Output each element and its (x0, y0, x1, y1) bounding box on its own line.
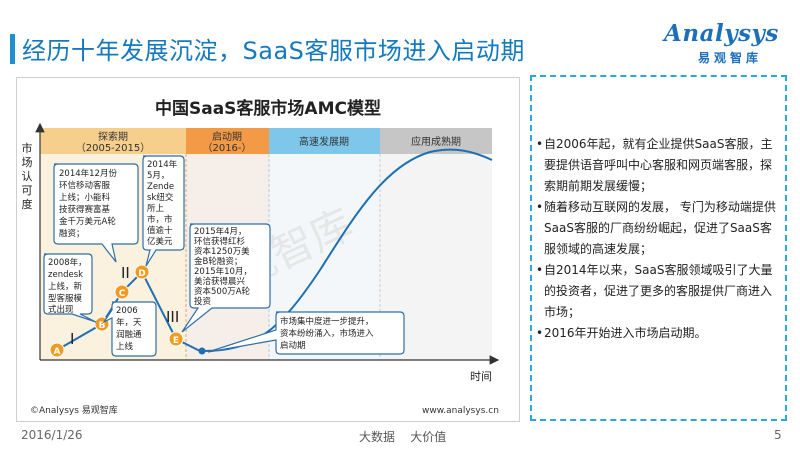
svg-text:2008年，: 2008年， (48, 257, 87, 268)
summary-bullet: 2016年开始进入市场启动期。 (536, 323, 780, 344)
stage-numeral-1: I (70, 330, 74, 348)
svg-text:资本1250万美: 资本1250万美 (194, 246, 250, 257)
phase-label-mature: 应用成熟期 (411, 135, 461, 148)
summary-panel (530, 75, 787, 421)
svg-text:资本500万A轮: 资本500万A轮 (194, 286, 251, 297)
svg-text:值逾十: 值逾十 (147, 225, 173, 236)
y-axis-label-char-4: 可 (22, 184, 33, 197)
summary-bullet: 随着移动互联网的发展， 专门为移动端提供SaaS客服的厂商纷纷崛起，促进了Saa… (536, 197, 780, 260)
y-axis-label-char-3: 认 (22, 170, 33, 183)
summary-bullet-list: 自2006年起，就有企业提供SaaS客服，主要提供语音呼叫中心客服和网页端客服，… (536, 134, 780, 344)
phase-header-mature (380, 128, 492, 154)
svg-text:融资；: 融资； (59, 228, 85, 239)
svg-text:B: B (99, 321, 106, 331)
footer-slogan: 大数据 大价值 (359, 430, 447, 444)
svg-text:D: D (138, 269, 145, 279)
phase-period-exploration: （2005-2015） (76, 142, 151, 154)
x-axis-label: 时间 (470, 370, 492, 383)
stage-numeral-3: III (166, 308, 179, 326)
svg-text:2015年10月，: 2015年10月， (194, 266, 252, 277)
marker-d: D (134, 264, 150, 280)
svg-text:环信移动客服: 环信移动客服 (59, 180, 111, 191)
svg-text:上线: 上线 (116, 341, 134, 352)
phase-label-startup: 启动期 (212, 130, 242, 143)
logo-wordmark: Analysys (664, 20, 779, 47)
svg-text:式出现: 式出现 (48, 304, 74, 315)
svg-text:美洽获得晨兴: 美洽获得晨兴 (194, 276, 246, 287)
svg-text:C: C (119, 289, 126, 299)
callout-2014-may: 2014年 5月， Zende sk纽交 所上 市，市 值逾十 亿美元 (142, 155, 185, 267)
marker-a: A (49, 342, 65, 358)
footer-date: 2016/1/26 (21, 428, 83, 442)
phase-header-exploration (40, 128, 186, 154)
svg-text:A: A (54, 347, 61, 357)
callout-2015: 2015年4月， 环信获得红杉 资本1250万美 金B轮融资； 2015年10月… (181, 223, 271, 333)
curve-turning-point (198, 347, 206, 355)
svg-text:润融通: 润融通 (116, 329, 142, 340)
y-axis-label-char-5: 度 (22, 197, 33, 211)
callout-2006: 2006 年，天 润融通 上线 (102, 301, 157, 357)
y-axis-label-char-1: 市 (22, 141, 33, 155)
svg-text:市场集中度进一步提升，: 市场集中度进一步提升， (280, 316, 374, 327)
chart-source: ©Analysys 易观智库 (30, 404, 118, 416)
svg-text:亿美元: 亿美元 (147, 236, 173, 247)
callout-2008: 2008年， zendesk 上线，新 型客服模 式出现 (43, 253, 97, 323)
svg-text:所上: 所上 (147, 203, 165, 214)
chart-title: 中国SaaS客服市场AMC模型 (155, 99, 381, 119)
svg-text:Zende: Zende (147, 182, 174, 192)
phase-period-startup: （2016-） (202, 142, 251, 154)
phase-label-growth: 高速发展期 (299, 135, 349, 148)
callout-market-startup: 市场集中度进一步提升， 资本纷纷涌入，市场进入 启动期 (207, 311, 405, 355)
svg-text:环信获得红杉: 环信获得红杉 (194, 236, 246, 247)
svg-text:2014年12月份: 2014年12月份 (59, 168, 117, 179)
analysys-logo: Analysys 易观智库 (660, 20, 780, 70)
marker-e: E (168, 331, 184, 347)
svg-text:市，市: 市，市 (147, 214, 173, 225)
svg-text:技获得赛富基: 技获得赛富基 (59, 204, 111, 215)
y-axis-label-char-2: 场 (22, 155, 33, 169)
marker-c: C (114, 284, 130, 300)
summary-bullet: 自2014年以来，SaaS客服领域吸引了大量的投资者，促进了更多的客服提供厂商进… (536, 260, 780, 323)
svg-text:5月，: 5月， (147, 171, 169, 181)
summary-bullet: 自2006年起，就有企业提供SaaS客服，主要提供语音呼叫中心客服和网页端客服，… (536, 134, 780, 197)
svg-text:年，天: 年，天 (116, 317, 142, 328)
svg-text:金B轮融资；: 金B轮融资； (194, 256, 242, 267)
stage-numeral-2: II (121, 264, 130, 282)
callout-2014-dec: 2014年12月份 环信移动客服 上线；小能科 技获得赛富基 金千万美元A轮 融… (53, 163, 139, 263)
svg-text:上线，新: 上线，新 (48, 281, 83, 292)
svg-text:型客服模: 型客服模 (48, 293, 83, 304)
svg-text:投资: 投资 (194, 296, 212, 307)
page-title: 经历十年发展沉淀，SaaS客服市场进入启动期 (22, 37, 525, 65)
svg-text:金千万美元A轮: 金千万美元A轮 (59, 216, 116, 227)
svg-text:E: E (173, 336, 179, 346)
svg-text:2015年4月，: 2015年4月， (194, 226, 247, 237)
phase-label-exploration: 探索期 (98, 130, 128, 143)
svg-text:启动期: 启动期 (280, 340, 306, 351)
phase-header-startup (186, 128, 269, 154)
page-number: 5 (774, 428, 782, 442)
svg-text:上线；小能科: 上线；小能科 (59, 192, 111, 203)
svg-text:zendesk: zendesk (48, 270, 83, 280)
phase-header-growth (269, 128, 380, 154)
logo-chinese-name: 易观智库 (698, 51, 763, 65)
svg-text:sk纽交: sk纽交 (147, 192, 174, 203)
svg-text:2006: 2006 (116, 306, 138, 316)
svg-text:2014年: 2014年 (147, 159, 178, 170)
title-accent-bar (10, 34, 15, 64)
svg-text:资本纷纷涌入，市场进入: 资本纷纷涌入，市场进入 (280, 328, 374, 339)
chart-website: www.analysys.cn (422, 406, 499, 416)
